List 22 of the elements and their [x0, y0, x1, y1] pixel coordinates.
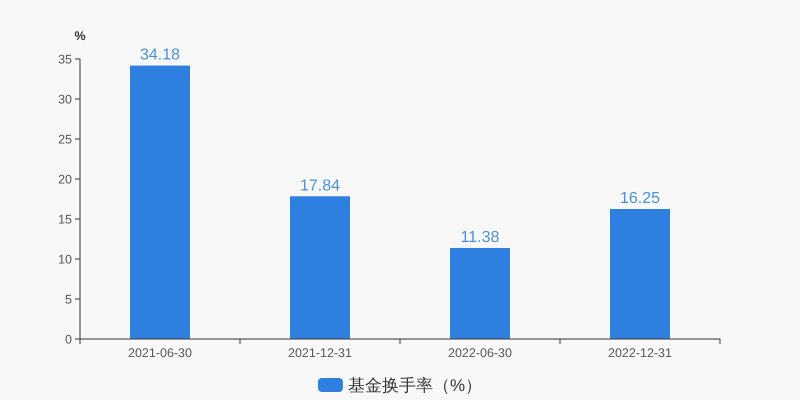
y-axis-title: % [74, 29, 86, 43]
x-tick-label: 2022-06-30 [448, 346, 512, 360]
legend-label: 基金换手率（%） [348, 376, 482, 395]
bar [290, 196, 350, 339]
y-tick-label: 25 [58, 132, 72, 146]
bar [130, 66, 190, 339]
x-tick-label: 2021-12-31 [288, 346, 352, 360]
data-label: 17.84 [300, 177, 340, 194]
bar [610, 209, 670, 339]
y-tick-label: 15 [58, 212, 72, 226]
bar [450, 248, 510, 339]
y-tick-label: 20 [58, 172, 72, 186]
x-tick-label: 2022-12-31 [608, 346, 672, 360]
data-label: 16.25 [620, 190, 660, 207]
y-tick-label: 0 [65, 332, 72, 346]
y-tick-label: 35 [58, 52, 72, 66]
data-label: 34.18 [140, 46, 180, 64]
y-tick-label: 5 [65, 292, 72, 306]
data-label: 11.38 [460, 228, 500, 246]
y-tick-label: 30 [58, 92, 72, 106]
y-tick-label: 10 [58, 252, 72, 266]
x-tick-label: 2021-06-30 [128, 346, 192, 360]
